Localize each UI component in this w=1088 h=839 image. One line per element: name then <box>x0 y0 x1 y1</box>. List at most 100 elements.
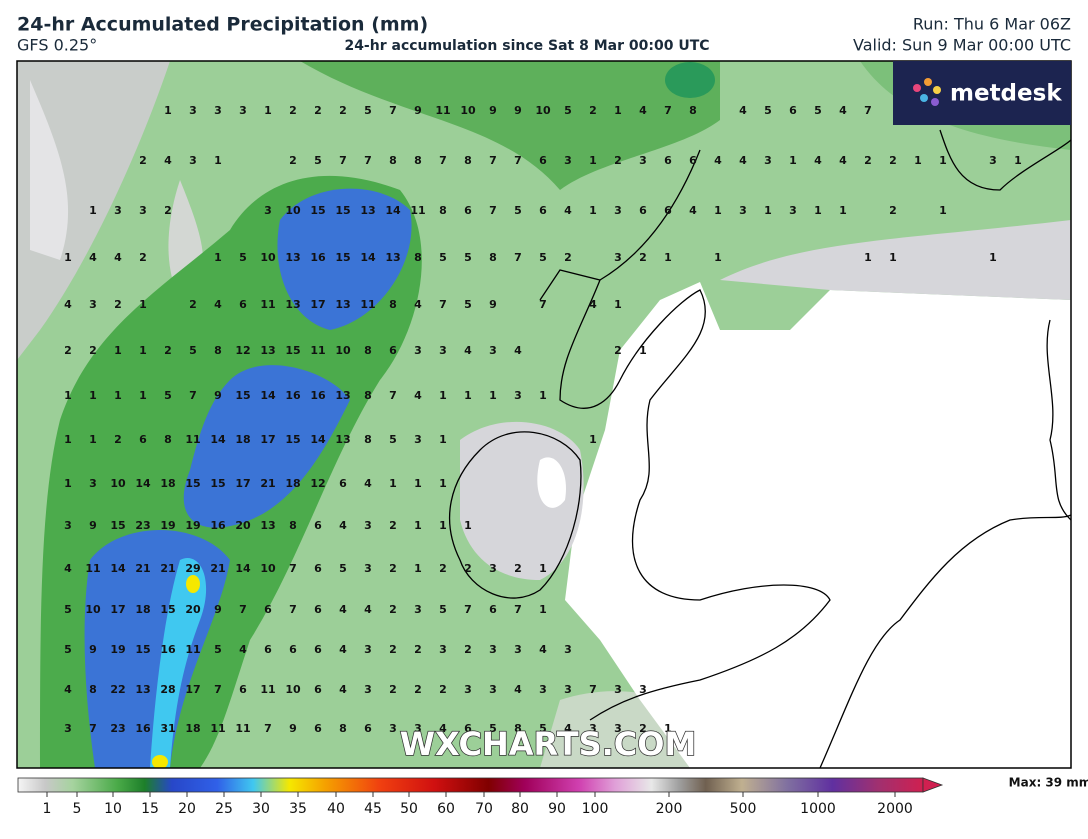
precip-value: 15 <box>160 603 175 616</box>
precip-value: 9 <box>214 603 222 616</box>
colorbar-tick-label: 5 <box>73 801 82 817</box>
precip-value: 13 <box>285 251 300 264</box>
precip-value: 11 <box>185 643 200 656</box>
precip-value: 7 <box>514 603 522 616</box>
precip-value: 16 <box>285 389 301 402</box>
precip-value: 7 <box>189 389 197 402</box>
precip-value: 3 <box>364 683 372 696</box>
precip-value: 1 <box>439 433 447 446</box>
colorbar-tick-label: 2000 <box>877 801 913 817</box>
precip-value: 4 <box>539 643 547 656</box>
precip-value: 22 <box>110 683 125 696</box>
precip-value: 2 <box>414 683 422 696</box>
precip-value: 29 <box>185 562 200 575</box>
precip-value: 6 <box>464 722 472 735</box>
precip-value: 4 <box>814 154 822 167</box>
colorbar-tick-label: 70 <box>475 801 493 817</box>
map: 1 3 3 3 1 2 2 2 5 7 9 11 10 9 9 10 5 2 1 4 7 8 4 5 6 5 4 72 4 3 1 2 5 7 7 8… <box>17 61 1071 768</box>
precip-value: 1 <box>539 562 547 575</box>
precip-value: 4 <box>339 643 347 656</box>
precip-value: 18 <box>160 477 175 490</box>
precip-value: 5 <box>164 389 172 402</box>
precip-value: 7 <box>864 104 872 117</box>
precip-value: 6 <box>139 433 147 446</box>
precip-value: 1 <box>914 154 922 167</box>
precip-value: 1 <box>1014 154 1022 167</box>
precip-value: 7 <box>289 603 297 616</box>
precip-value: 7 <box>239 603 247 616</box>
precip-value: 13 <box>260 519 275 532</box>
precip-value: 6 <box>539 204 547 217</box>
precip-value: 11 <box>360 298 375 311</box>
colorbar-tick-label: 500 <box>730 801 757 817</box>
precip-value: 7 <box>439 298 447 311</box>
precip-value: 1 <box>464 389 472 402</box>
precip-value: 16 <box>310 251 326 264</box>
precip-value: 3 <box>614 683 622 696</box>
precip-value: 2 <box>564 251 572 264</box>
precip-value: 17 <box>110 603 125 616</box>
precip-value: 4 <box>639 104 647 117</box>
precip-value: 8 <box>439 204 447 217</box>
run-time: Run: Thu 6 Mar 06Z <box>913 15 1071 34</box>
precip-value: 2 <box>139 154 147 167</box>
precip-value: 1 <box>489 389 497 402</box>
precip-value: 3 <box>489 344 497 357</box>
precip-value: 1 <box>414 519 422 532</box>
precip-value: 5 <box>464 251 472 264</box>
precip-value: 8 <box>89 683 97 696</box>
logo-icon <box>931 98 939 106</box>
precip-value: 6 <box>539 154 547 167</box>
precip-value: 6 <box>664 154 672 167</box>
precip-value: 1 <box>139 298 147 311</box>
precip-value: 4 <box>564 204 572 217</box>
logo-icon <box>920 94 928 102</box>
precip-value: 6 <box>639 204 647 217</box>
precip-value: 5 <box>539 251 547 264</box>
precip-value: 20 <box>235 519 251 532</box>
precip-value: 6 <box>239 683 247 696</box>
precip-value: 3 <box>489 643 497 656</box>
precip-value: 7 <box>389 104 397 117</box>
precip-value: 2 <box>389 603 397 616</box>
precip-value: 2 <box>314 104 322 117</box>
precip-value: 6 <box>464 204 472 217</box>
precip-value: 13 <box>260 344 275 357</box>
precip-value: 1 <box>214 251 222 264</box>
precip-value: 3 <box>64 519 72 532</box>
precip-value: 3 <box>264 204 272 217</box>
valid-time: Valid: Sun 9 Mar 00:00 UTC <box>853 36 1071 55</box>
precip-value: 13 <box>335 298 350 311</box>
precip-value: 4 <box>164 154 172 167</box>
precip-value: 13 <box>385 251 400 264</box>
precip-value: 1 <box>714 251 722 264</box>
precip-value: 16 <box>210 519 226 532</box>
precip-value: 5 <box>439 251 447 264</box>
precip-value: 14 <box>235 562 251 575</box>
precip-value: 1 <box>114 389 122 402</box>
map-frame <box>16 60 1072 769</box>
precip-value: 3 <box>564 643 572 656</box>
precip-value: 6 <box>314 562 322 575</box>
precip-value: 15 <box>135 643 150 656</box>
precip-value: 19 <box>185 519 200 532</box>
precip-value: 20 <box>185 603 201 616</box>
precip-value: 4 <box>514 683 522 696</box>
precip-value: 10 <box>110 477 126 490</box>
precip-value: 2 <box>289 104 297 117</box>
precip-value: 4 <box>689 204 697 217</box>
precip-value: 3 <box>564 154 572 167</box>
precip-value: 1 <box>589 154 597 167</box>
precip-value: 19 <box>110 643 125 656</box>
precip-value: 6 <box>264 643 272 656</box>
colorbar-tick-label: 10 <box>104 801 122 817</box>
precip-value: 9 <box>89 519 97 532</box>
precip-value: 1 <box>89 204 97 217</box>
precip-value: 6 <box>389 344 397 357</box>
precip-value: 4 <box>564 722 572 735</box>
precip-value: 6 <box>314 603 322 616</box>
precip-value: 8 <box>164 433 172 446</box>
precip-value: 4 <box>89 251 97 264</box>
precip-value: 1 <box>839 204 847 217</box>
precip-value: 3 <box>514 389 522 402</box>
